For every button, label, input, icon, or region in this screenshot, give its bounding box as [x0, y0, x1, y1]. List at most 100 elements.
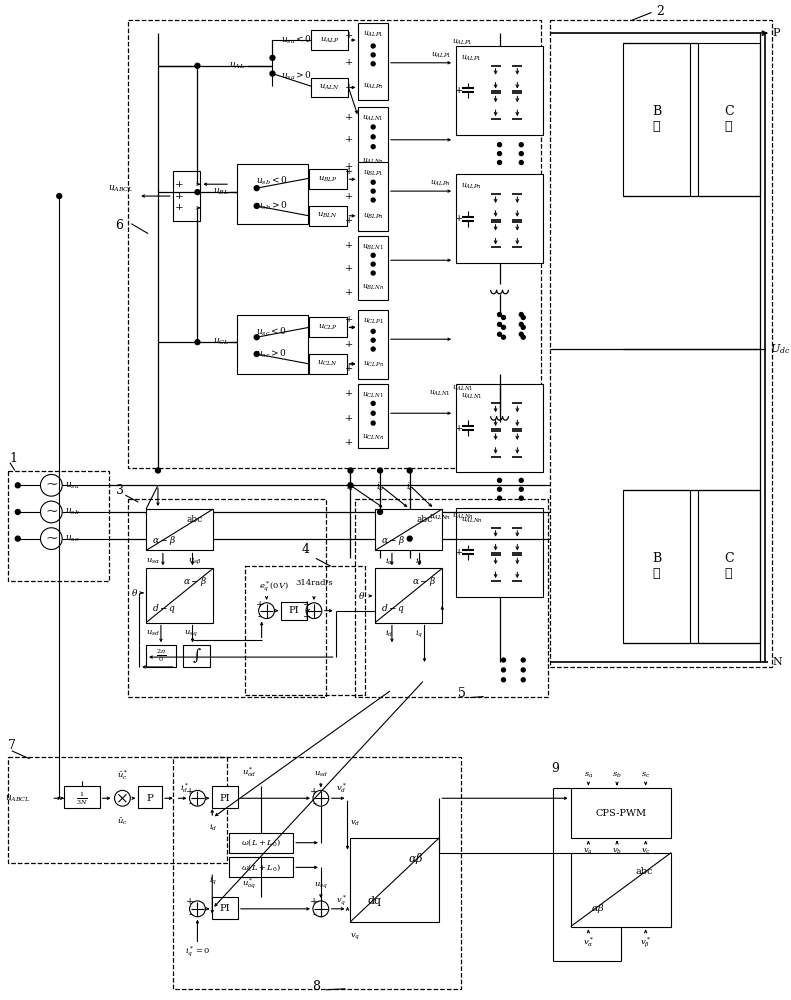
Text: $i_d$: $i_d$ [385, 628, 393, 639]
Text: P: P [146, 794, 153, 803]
Circle shape [371, 125, 375, 129]
Text: $\alpha-\beta$: $\alpha-\beta$ [153, 534, 176, 547]
Text: 8: 8 [312, 980, 320, 993]
Circle shape [498, 487, 501, 491]
Bar [146, 509, 214, 550]
Text: $u_{BLN1}$: $u_{BLN1}$ [362, 242, 384, 252]
Circle shape [254, 203, 259, 208]
Text: $u_{BLNn}$: $u_{BLNn}$ [362, 283, 384, 292]
Bar [245, 566, 365, 695]
Text: $v_\beta^*$: $v_\beta^*$ [640, 935, 651, 950]
Bar [212, 897, 238, 919]
Circle shape [348, 468, 353, 473]
Text: $u_{AL}$: $u_{AL}$ [229, 60, 245, 71]
Text: $\alpha\beta$: $\alpha\beta$ [407, 851, 423, 866]
Text: $\omega(L+L_0)$: $\omega(L+L_0)$ [240, 862, 281, 873]
Bar [570, 853, 672, 927]
Text: $u_{ALN1}$: $u_{ALN1}$ [430, 389, 451, 398]
Circle shape [501, 678, 505, 682]
Bar [375, 509, 442, 550]
Text: abc: abc [187, 515, 203, 524]
Bar [309, 206, 346, 226]
Circle shape [371, 198, 375, 202]
Text: $u_{sd}$: $u_{sd}$ [314, 769, 327, 779]
Text: +: + [345, 83, 354, 92]
Circle shape [521, 325, 525, 329]
Bar [309, 317, 346, 337]
Bar [237, 315, 308, 374]
Text: $u_{sq}$: $u_{sq}$ [314, 880, 327, 890]
Circle shape [371, 62, 375, 66]
Text: +: + [345, 288, 354, 297]
Bar [358, 236, 388, 300]
Bar [128, 499, 326, 697]
Circle shape [407, 536, 412, 541]
Text: +: + [255, 600, 263, 609]
Text: $s_a$: $s_a$ [584, 770, 593, 780]
Text: $v_b$: $v_b$ [612, 847, 622, 856]
Text: $u_{ALP1}$: $u_{ALP1}$ [452, 38, 473, 47]
Text: $u_{sc}>0$: $u_{sc}>0$ [256, 348, 287, 360]
Bar [456, 508, 543, 597]
Text: -: - [189, 799, 192, 809]
Text: $u_{ALPn}$: $u_{ALPn}$ [430, 179, 451, 188]
Text: $u_{sc}$: $u_{sc}$ [65, 533, 80, 544]
Text: $u_{sq}$: $u_{sq}$ [184, 628, 198, 638]
Circle shape [498, 496, 501, 500]
Text: $i_\beta$: $i_\beta$ [414, 556, 422, 567]
Text: $\omega(L+L_0)$: $\omega(L+L_0)$ [240, 837, 281, 848]
Circle shape [371, 189, 375, 193]
Circle shape [498, 143, 501, 147]
Bar [229, 833, 293, 853]
Text: $u_{s\beta}$: $u_{s\beta}$ [187, 556, 201, 566]
Circle shape [519, 143, 523, 147]
Bar [309, 169, 346, 189]
Text: -: - [258, 612, 262, 622]
Bar [623, 43, 690, 196]
Bar [375, 568, 442, 623]
Text: $u_{ABCL}$: $u_{ABCL}$ [5, 793, 31, 804]
Text: $u_{ABCL}$: $u_{ABCL}$ [108, 184, 133, 194]
Bar [229, 857, 293, 877]
Circle shape [498, 322, 501, 326]
Text: $u_{od}^*$: $u_{od}^*$ [242, 765, 256, 779]
Circle shape [519, 487, 523, 491]
Circle shape [371, 53, 375, 57]
Circle shape [519, 322, 523, 326]
Circle shape [501, 316, 505, 319]
Circle shape [254, 352, 259, 356]
Text: $\frac{1}{3N}$: $\frac{1}{3N}$ [76, 790, 88, 807]
Text: ~: ~ [45, 478, 58, 492]
Text: $v_c$: $v_c$ [641, 847, 651, 856]
Text: $u_{s\alpha}$: $u_{s\alpha}$ [146, 556, 161, 566]
Text: 3: 3 [116, 484, 124, 497]
Bar [623, 490, 690, 643]
Circle shape [371, 262, 375, 266]
Circle shape [348, 483, 353, 488]
Circle shape [519, 313, 523, 316]
Text: $v_q^*$: $v_q^*$ [335, 893, 346, 907]
Circle shape [519, 332, 523, 336]
Bar [64, 786, 100, 808]
Text: +: + [345, 216, 354, 225]
Text: +: + [187, 897, 195, 906]
Text: $u_{sb}$: $u_{sb}$ [65, 507, 80, 517]
Circle shape [371, 338, 375, 342]
Circle shape [498, 313, 501, 316]
Text: $u_{ALP1}$: $u_{ALP1}$ [430, 51, 451, 60]
Text: CPS-PWM: CPS-PWM [596, 809, 646, 818]
Text: +: + [345, 340, 354, 349]
Bar [237, 164, 308, 224]
Text: $u_{ALP1}$: $u_{ALP1}$ [363, 30, 384, 39]
Text: +: + [303, 612, 311, 621]
Circle shape [195, 340, 200, 345]
Text: $u_{ALN}$: $u_{ALN}$ [320, 83, 340, 92]
Circle shape [254, 186, 259, 191]
Bar [282, 602, 307, 620]
Text: C
相: C 相 [724, 552, 733, 580]
Text: +: + [345, 389, 354, 398]
Text: +: + [345, 438, 354, 447]
Text: $v_d$: $v_d$ [350, 819, 361, 828]
Text: N: N [772, 657, 782, 667]
Text: $\alpha-\beta$: $\alpha-\beta$ [184, 575, 207, 588]
